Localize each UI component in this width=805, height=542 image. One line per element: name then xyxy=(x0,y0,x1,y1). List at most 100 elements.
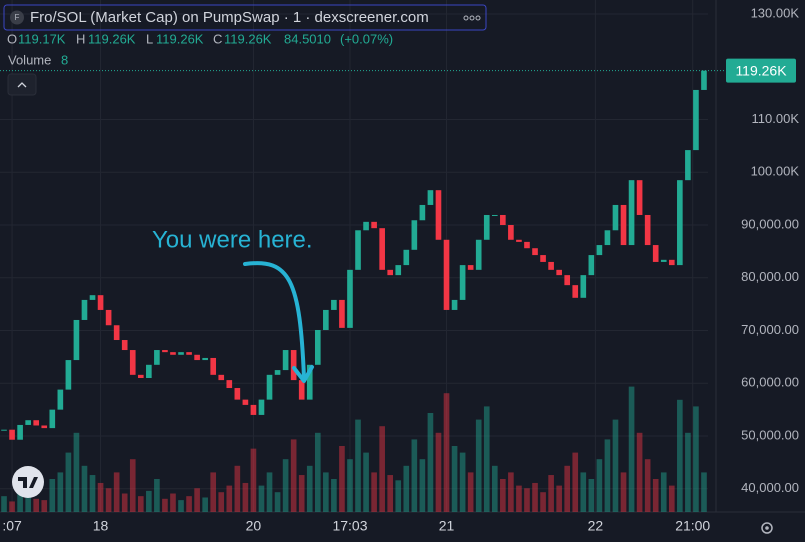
volume-bar xyxy=(620,472,627,512)
volume-bar xyxy=(266,472,273,512)
volume-value: 8 xyxy=(61,52,68,67)
volume-bar xyxy=(210,472,217,512)
candle-body xyxy=(491,214,498,216)
candle-body xyxy=(339,299,345,328)
volume-bar xyxy=(459,452,466,512)
candle-body xyxy=(443,239,450,310)
volume-bar xyxy=(282,459,289,512)
candle-body xyxy=(194,354,200,361)
candle-body xyxy=(379,228,385,270)
x-tick-label: :07 xyxy=(2,518,22,534)
last-price-label: 119.26K xyxy=(735,62,787,78)
volume-bar xyxy=(339,446,345,512)
x-tick-label: 21 xyxy=(439,518,455,534)
candle-body xyxy=(636,180,643,215)
x-tick-label: 17:03 xyxy=(332,518,367,534)
volume-bar xyxy=(250,448,257,512)
candle-body xyxy=(226,380,233,389)
candle-body xyxy=(387,269,394,276)
volume-bar xyxy=(258,485,265,512)
volume-bar xyxy=(685,432,691,512)
volume-bar xyxy=(226,485,233,512)
candle-body xyxy=(516,239,522,242)
candle-body xyxy=(612,204,619,231)
candle-body xyxy=(644,214,651,246)
candle-body xyxy=(210,357,217,375)
settings-icon[interactable] xyxy=(761,522,773,534)
candle-body xyxy=(258,399,265,415)
volume-bar xyxy=(323,472,329,512)
candle-body xyxy=(668,259,675,266)
collapse-button[interactable] xyxy=(7,73,37,96)
ohlc-value: 119.17K xyxy=(18,31,66,46)
candle-body xyxy=(403,249,410,266)
volume-bar xyxy=(435,432,442,512)
volume-bar xyxy=(411,439,418,512)
candle-body xyxy=(121,340,128,351)
candle-body xyxy=(604,230,611,246)
ohlc-value: 119.26K xyxy=(88,31,136,46)
ohlc-label: O xyxy=(7,31,17,46)
y-tick-label: 70,000.00 xyxy=(741,322,799,337)
volume-bar xyxy=(105,488,112,512)
candle-body xyxy=(89,295,96,300)
y-tick-label: 40,000.00 xyxy=(741,480,799,495)
candle-body xyxy=(314,329,321,365)
ohlc-label: C xyxy=(213,31,222,46)
candle-body xyxy=(580,275,587,298)
candle-body xyxy=(266,374,273,400)
volume-bar xyxy=(443,393,450,512)
y-tick-label: 100.00K xyxy=(751,164,800,179)
volume-bar xyxy=(677,399,683,512)
x-tick-label: 20 xyxy=(246,518,262,534)
candle-body xyxy=(451,299,458,310)
chart-title: Fro/SOL (Market Cap) on PumpSwap · 1 · d… xyxy=(30,9,429,26)
candle-body xyxy=(218,374,225,381)
arrow-head xyxy=(292,365,314,383)
volume-bar xyxy=(129,459,136,512)
candle-body xyxy=(306,364,313,400)
candle-body xyxy=(274,370,281,375)
candle-body xyxy=(701,70,707,90)
last-price-box xyxy=(726,58,796,83)
candle-body xyxy=(620,204,627,246)
candle-body xyxy=(596,245,603,256)
title-box xyxy=(3,4,487,31)
candle-body xyxy=(564,275,571,286)
volume-bar xyxy=(274,492,281,512)
candle-body xyxy=(540,255,546,262)
x-tick-label: 22 xyxy=(588,518,604,534)
volume-bar xyxy=(580,472,587,512)
volume-bar xyxy=(170,493,176,512)
candle-body xyxy=(81,299,88,320)
candle-body xyxy=(49,409,56,429)
volume-bar xyxy=(419,459,426,512)
volume-bar xyxy=(652,479,659,512)
candle-body xyxy=(427,190,434,205)
volume-bar xyxy=(234,465,241,512)
ohlc-label: H xyxy=(76,31,85,46)
candle-body xyxy=(202,357,208,361)
candle-body xyxy=(628,180,635,246)
candle-body xyxy=(242,399,249,405)
candle-body xyxy=(572,285,579,298)
candle-body xyxy=(290,350,297,381)
volume-bar xyxy=(644,459,651,512)
candle-body xyxy=(475,239,482,270)
volume-bar xyxy=(154,479,160,512)
candle-body xyxy=(371,221,377,229)
candle-body xyxy=(170,352,176,355)
volume-bar xyxy=(379,426,385,512)
y-tick-label: 60,000.00 xyxy=(741,375,799,390)
candle-body xyxy=(65,360,72,390)
more-dots[interactable] xyxy=(463,15,481,21)
volume-bar xyxy=(604,439,611,512)
tv-logo[interactable] xyxy=(12,466,44,498)
volume-bar xyxy=(363,452,369,512)
candle-body xyxy=(146,364,152,378)
candle-body xyxy=(685,150,691,181)
candle-body xyxy=(9,429,15,440)
settings-icon-center xyxy=(765,526,769,530)
volume-bar xyxy=(371,472,377,512)
